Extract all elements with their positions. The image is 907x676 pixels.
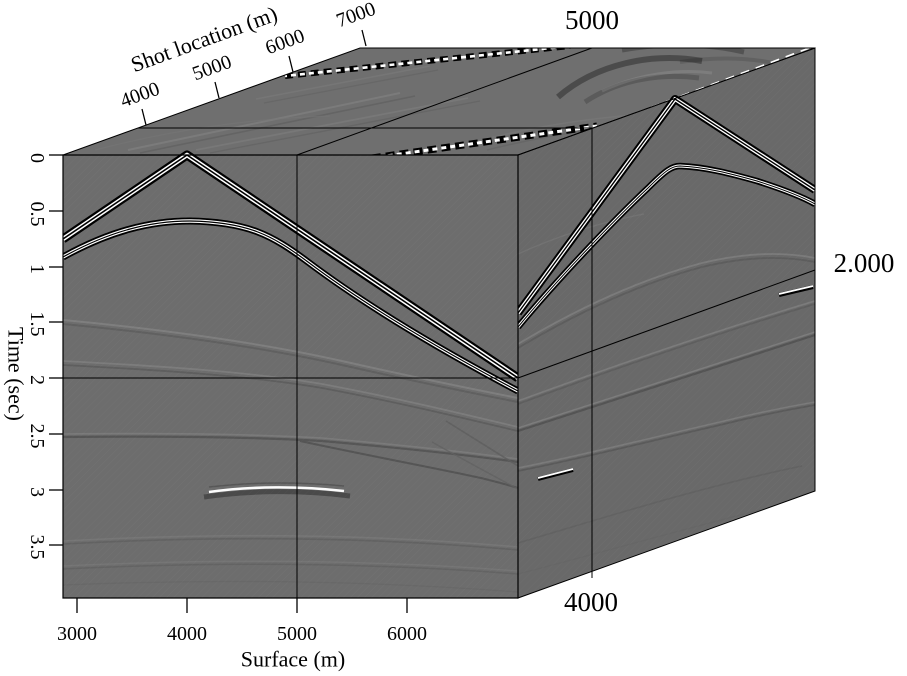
- seismic-event-faint: [518, 303, 815, 405]
- seismic-event-strong: [203, 489, 351, 500]
- shot-tick: [288, 55, 294, 73]
- time-tick-label: 2: [26, 375, 48, 385]
- seismic-event-strong: [63, 220, 518, 392]
- time-tick-label: 1.5: [26, 312, 48, 337]
- bright-dash-event: [778, 285, 814, 297]
- seismic-event-faint: [518, 404, 815, 472]
- seismic-event-strong: [518, 98, 815, 314]
- seismic-event-strong: [371, 124, 598, 155]
- surface-axis: 3000 4000 5000 6000 Surface (m): [57, 598, 427, 672]
- seismic-event-faint: [263, 69, 439, 104]
- time-tick-label: 2.5: [26, 424, 48, 449]
- seismic-event-faint: [63, 580, 518, 593]
- top-face-seismic-content: [94, 48, 813, 155]
- surface-tick-label: 6000: [387, 623, 427, 645]
- seismic-event-faint: [63, 323, 518, 403]
- seismic-event-strong: [778, 285, 814, 297]
- reflection-hyperbola-side: [518, 162, 815, 330]
- frame-line-surface-5000-top: [296, 47, 593, 156]
- direct-wave-top-branch-b: [371, 122, 598, 155]
- seismic-event-faint: [208, 482, 345, 488]
- surface-axis-title: Surface (m): [241, 647, 345, 672]
- surface-tick-label: 3000: [57, 623, 97, 645]
- bright-lens-event: [203, 482, 351, 500]
- slice-label-time: 2.000: [834, 248, 895, 278]
- shot-tick: [361, 29, 367, 47]
- right-face-seismic-content: [518, 162, 815, 575]
- time-axis-title: Time (sec): [4, 327, 29, 421]
- seismic-event-faint: [518, 253, 815, 345]
- seismic-event-faint: [518, 333, 815, 433]
- seismic-event-faint: [518, 465, 803, 544]
- frame-line-time-2-side: [517, 269, 816, 379]
- seismic-event-dark-arc: [583, 73, 700, 105]
- reflection-hyperbola-front: [63, 217, 518, 395]
- seismic-event-faint: [63, 560, 518, 572]
- time-tick-label: 1: [26, 264, 48, 274]
- seismic-event-faint: [94, 115, 331, 151]
- shot-tick: [214, 81, 220, 99]
- right-face-border: [517, 47, 816, 599]
- slice-label-surface: 5000: [565, 5, 619, 35]
- seismic-event-faint: [63, 537, 518, 551]
- seismic-event-faint: [63, 364, 518, 432]
- seismic-event-faint: [63, 319, 518, 399]
- front-face-seismic-content: [63, 217, 518, 593]
- seismic-event-faint: [431, 441, 518, 490]
- seismic-event-faint: [195, 97, 469, 151]
- seismic-event-faint: [299, 440, 518, 489]
- direct-wave-side: [518, 95, 815, 316]
- time-tick-label: 3.5: [26, 535, 48, 560]
- seismic-event-dark-arc: [556, 55, 703, 100]
- seismic-event-faint: [63, 432, 518, 460]
- seismic-event-dark-arc: [621, 48, 745, 55]
- seismic-event-strong: [518, 165, 815, 328]
- seismic-event-faint: [63, 435, 518, 464]
- seismic-event-light-arc: [601, 70, 713, 93]
- seismic-event-faint: [63, 563, 518, 575]
- time-tick-label: 0: [26, 153, 48, 163]
- seismic-event-faint: [139, 95, 416, 154]
- surface-tick-label: 4000: [167, 623, 207, 645]
- seismic-event-faint: [518, 257, 815, 349]
- seismic-event-faint: [445, 420, 518, 467]
- time-tick-label: 0.5: [26, 202, 48, 227]
- direct-wave-top-branch-a: [284, 48, 571, 79]
- front-face-texture: [63, 155, 518, 598]
- seismic-event-faint: [127, 92, 401, 151]
- seismic-event-strong: [778, 285, 814, 295]
- seismic-event-faint: [518, 504, 781, 575]
- slice-label-shot: 4000: [564, 587, 618, 617]
- seismic-event-faint: [518, 300, 815, 402]
- seismic-event-faint: [63, 534, 518, 548]
- seismic-event-faint: [518, 331, 815, 429]
- seismic-event-faint: [63, 360, 518, 428]
- shot-tick: [141, 108, 147, 126]
- time-axis: 0 0.5 1 1.5 2 2.5 3 3.5 Time (sec): [4, 153, 63, 560]
- surface-tick-label: 5000: [277, 623, 317, 645]
- seismic-event-strong: [537, 468, 574, 481]
- seismic-event-strong: [537, 468, 574, 479]
- seismic-event-faint: [255, 65, 431, 100]
- seismic-event-strong: [284, 48, 571, 78]
- seismic-event-strong: [208, 486, 345, 494]
- bright-dash-event: [537, 468, 574, 481]
- cube-front-face: [63, 155, 518, 598]
- seismic-event-faint: [209, 100, 481, 154]
- seismic-event-faint: [518, 401, 815, 469]
- time-tick-label: 3: [26, 487, 48, 497]
